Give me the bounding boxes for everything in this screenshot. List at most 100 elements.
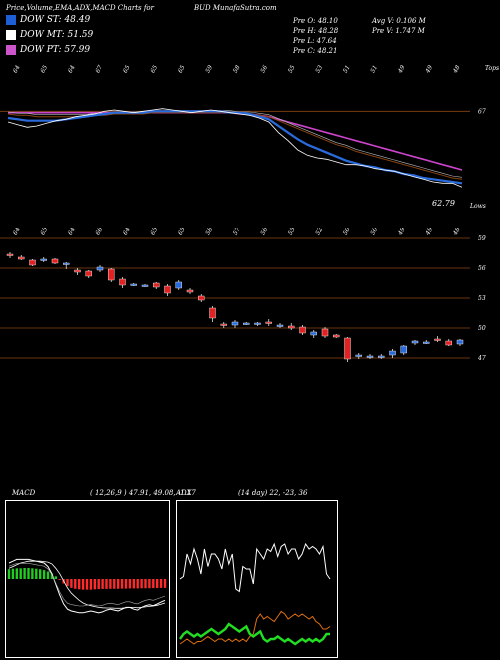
- candlestick-chart: 64 65 64 66 64 65 65 58 57 56 55 52 50 50 49 49 48 59 56 53…: [0, 228, 486, 362]
- macd-hist-bar: [11, 568, 15, 579]
- candle-body: [400, 345, 407, 354]
- macd-hist-bar: [46, 571, 50, 579]
- candle-body: [321, 328, 329, 337]
- macd-hist-bar: [7, 569, 11, 579]
- macd-hist-bar: [128, 579, 132, 589]
- ticker-label: BUD: [194, 4, 211, 12]
- top-tick-label: 49: [396, 64, 406, 75]
- candle-body: [130, 283, 137, 286]
- candle-body: [63, 262, 70, 265]
- plus-di-line: [179, 622, 330, 646]
- macd-hist-bar: [113, 579, 116, 589]
- quote-pre-volume: Pre V: 1.747 M: [372, 27, 425, 35]
- macd-hist-bar: [132, 579, 135, 589]
- macd-hist-bar: [15, 568, 18, 579]
- ema-mid-band-upper: [7, 110, 463, 178]
- macd-hist-bar: [27, 567, 30, 579]
- top-tick-label: 65: [149, 64, 159, 74]
- macd-hist-bar: [152, 579, 155, 589]
- candle-body: [389, 350, 396, 356]
- macd-hist-bar: [97, 579, 100, 590]
- minus-di-line: [179, 610, 331, 645]
- candle-body: [254, 322, 261, 325]
- macd-hist-bar: [54, 576, 57, 579]
- candle-body: [164, 285, 171, 294]
- candle-body: [108, 268, 115, 281]
- candle-body: [456, 339, 464, 345]
- quote-low: Pre L: 47.64: [293, 37, 337, 45]
- candle-body: [288, 325, 295, 329]
- macd-hist-bar: [74, 579, 77, 589]
- candle-body: [378, 355, 385, 358]
- candle-body: [411, 340, 419, 344]
- bottom-tick-label: 55: [287, 228, 297, 236]
- top-tick-label: 53: [314, 64, 324, 74]
- price-level-label: 59: [478, 235, 486, 242]
- legend-label: DOW PT: 57.99: [20, 45, 91, 55]
- top-tick-label: 51: [369, 64, 379, 74]
- price-level-label: 50: [478, 325, 486, 332]
- site-label: MunafaSutra.com: [212, 4, 277, 12]
- candle-body: [310, 331, 317, 336]
- bottom-tick-label: 56: [259, 228, 269, 236]
- macd-params: ( 12,26,9 ) 47.91, 49.08, -1.17: [90, 489, 196, 497]
- quote-close: Pre C: 48.21: [293, 47, 338, 55]
- candle-body: [18, 256, 25, 260]
- close-line: [7, 108, 463, 188]
- bottom-tick-label: 48: [451, 228, 461, 237]
- legend-label: DOW MT: 51.59: [20, 30, 94, 40]
- low-value-label: 62.79: [432, 199, 455, 208]
- top-tick-label: 51: [342, 64, 352, 74]
- price-level-label: 56: [478, 265, 486, 272]
- macd-signal-line: [8, 560, 166, 609]
- candle-body: [198, 295, 205, 301]
- macd-hist-bar: [136, 579, 139, 589]
- macd-hist-bar: [50, 573, 54, 579]
- macd-label: MACD: [12, 489, 36, 497]
- bottom-tick-label: 49: [424, 228, 434, 237]
- macd-hist-bar: [19, 568, 22, 579]
- top-tick-label: 58: [232, 64, 242, 74]
- candle-body: [299, 326, 306, 334]
- top-tick-label: 48: [451, 64, 461, 75]
- macd-hist-bar: [159, 579, 163, 588]
- candle-body: [265, 321, 272, 324]
- macd-hist-bar: [101, 579, 104, 589]
- candle-body: [96, 266, 104, 271]
- top-tick-label: 49: [424, 64, 434, 75]
- top-tick-label: 67: [94, 64, 104, 74]
- candle-body: [186, 289, 194, 293]
- legend-swatch: [6, 45, 16, 55]
- macd-hist-bar: [124, 579, 128, 589]
- chart-header-ticker: BUD MunafaSutra.com: [194, 4, 277, 12]
- top-tick-label: 65: [177, 64, 187, 74]
- legend-swatch: [6, 15, 16, 25]
- quote-avg-volume: Avg V: 0.106 M: [372, 17, 426, 25]
- bottom-tick-label: 64: [122, 228, 132, 236]
- macd-hist-bar: [163, 579, 167, 588]
- macd-hist-bar: [93, 579, 96, 590]
- bottom-tick-label: 65: [39, 228, 49, 236]
- ema-short-line: [7, 110, 463, 185]
- candle-body: [243, 322, 250, 325]
- candle-body: [366, 355, 374, 358]
- macd-hist-bar: [70, 579, 73, 588]
- candle-body: [175, 281, 182, 289]
- macd-hist-bar: [117, 579, 120, 589]
- adx-frame: [176, 500, 338, 658]
- candle-body: [6, 253, 14, 256]
- candle-body: [231, 321, 239, 326]
- adx-chart: [176, 500, 338, 658]
- macd-hist-bar: [81, 579, 85, 590]
- quote-high: Pre H: 48.28: [293, 27, 339, 35]
- tops-label: Tops: [485, 65, 499, 72]
- macd-hist-bar: [66, 579, 69, 587]
- macd-hist-bar: [148, 579, 151, 589]
- macd-hist-bar: [156, 579, 159, 589]
- legend-dow-mt: DOW MT: 51.59: [6, 30, 93, 40]
- macd-hist-bar: [140, 579, 143, 589]
- bottom-tick-label: 50: [342, 228, 352, 236]
- lows-label: Lows: [469, 203, 486, 210]
- candle-body: [445, 340, 452, 346]
- top-tick-label: 56: [259, 64, 269, 74]
